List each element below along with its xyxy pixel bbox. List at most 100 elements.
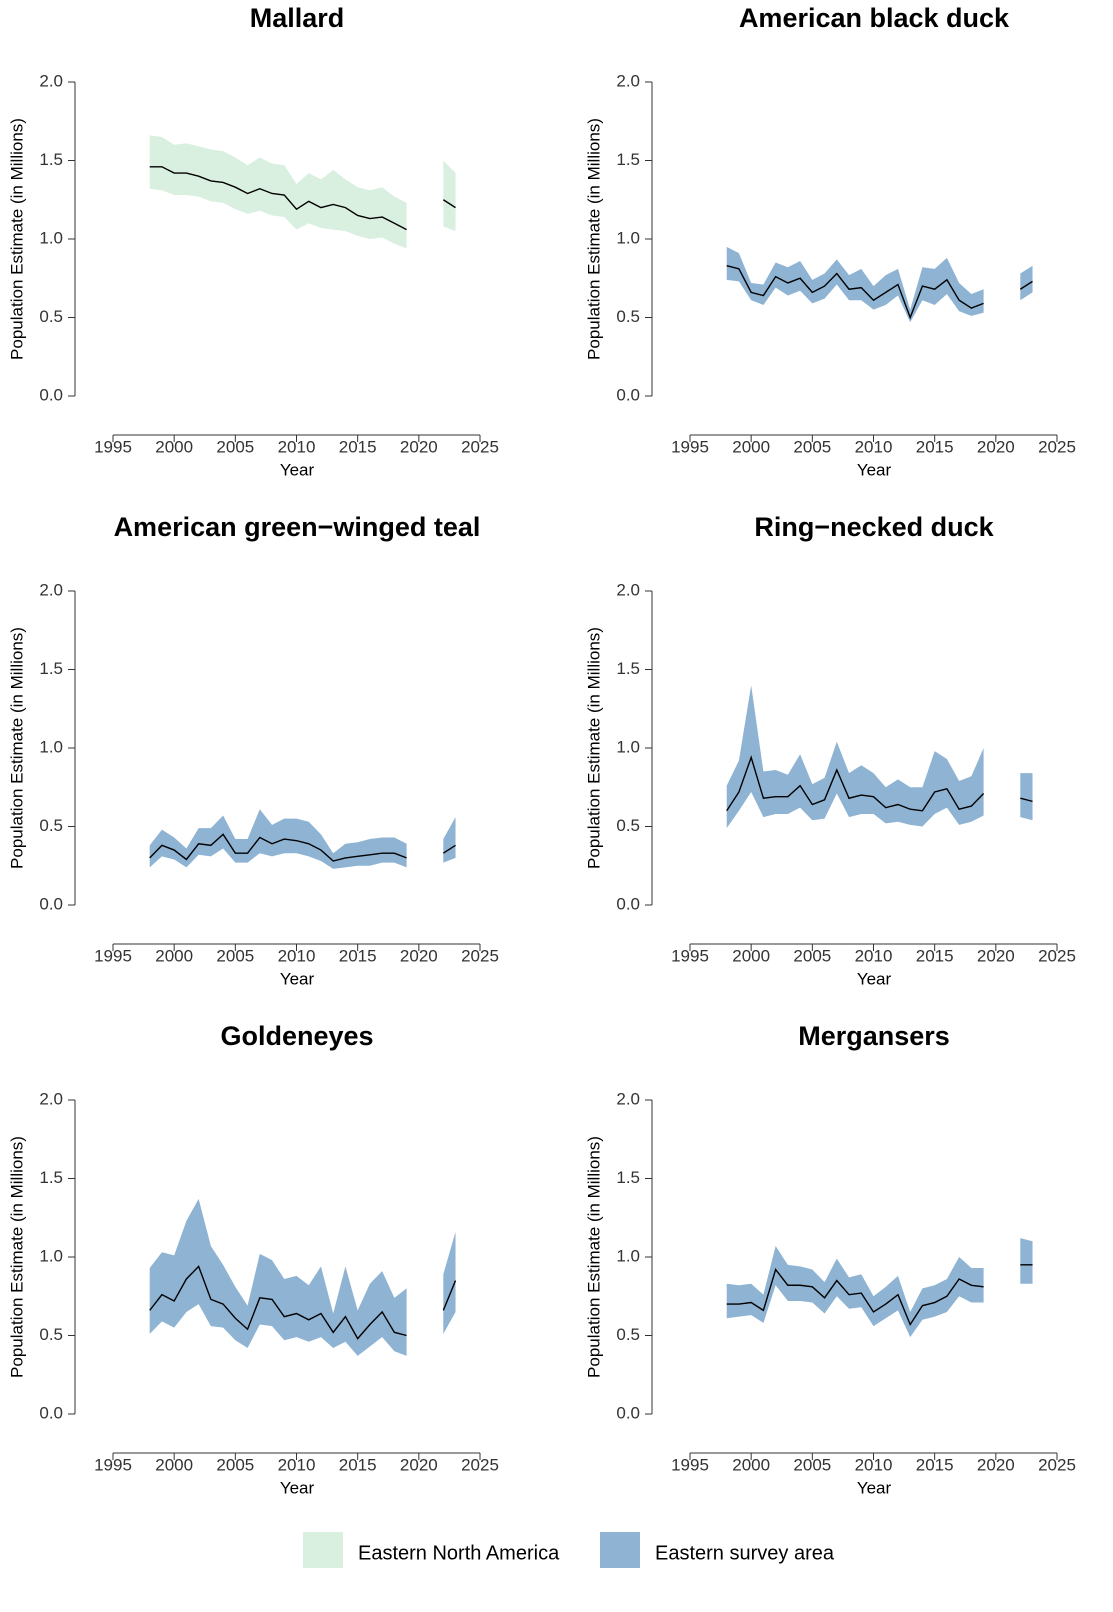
x-tick-label: 2025 xyxy=(461,437,499,456)
panel-title: Mallard xyxy=(250,3,345,33)
y-tick-label: 1.5 xyxy=(39,150,63,169)
x-tick-label: 2005 xyxy=(216,1455,254,1474)
x-tick-label: 2020 xyxy=(400,437,438,456)
estimate-line xyxy=(149,833,456,862)
y-tick-label: 1.5 xyxy=(616,659,640,678)
x-tick-label: 2010 xyxy=(278,1455,316,1474)
x-tick-label: 2020 xyxy=(977,946,1015,965)
legend-swatch xyxy=(600,1532,640,1568)
estimate-line xyxy=(726,1264,1033,1327)
x-tick-label: 2000 xyxy=(155,1455,193,1474)
x-tick-label: 2000 xyxy=(155,437,193,456)
confidence-band xyxy=(149,135,456,249)
x-tick-label: 2025 xyxy=(1038,437,1076,456)
x-axis-label: Year xyxy=(857,969,892,988)
y-axis-label: Population Estimate (in Millions) xyxy=(7,627,26,869)
x-tick-label: 2005 xyxy=(793,946,831,965)
y-axis-label: Population Estimate (in Millions) xyxy=(584,118,603,360)
x-tick-label: 2005 xyxy=(793,1455,831,1474)
confidence-band xyxy=(149,809,456,869)
confidence-band xyxy=(726,685,1033,829)
y-tick-label: 2.0 xyxy=(616,580,640,599)
y-tick-label: 2.0 xyxy=(616,1089,640,1108)
x-axis-label: Year xyxy=(280,1478,315,1497)
estimate-line xyxy=(149,1265,457,1340)
x-tick-label: 2010 xyxy=(278,437,316,456)
x-axis-label: Year xyxy=(857,460,892,479)
confidence-band xyxy=(726,1238,1033,1338)
x-tick-label: 2000 xyxy=(155,946,193,965)
estimate-line xyxy=(726,265,1033,320)
x-tick-label: 2025 xyxy=(1038,946,1076,965)
y-tick-label: 0.5 xyxy=(616,1325,640,1344)
x-tick-label: 2005 xyxy=(793,437,831,456)
y-tick-label: 0.0 xyxy=(616,894,640,913)
x-tick-label: 2020 xyxy=(977,1455,1015,1474)
x-axis-label: Year xyxy=(280,460,315,479)
y-tick-label: 0.5 xyxy=(39,816,63,835)
legend-swatch xyxy=(303,1532,343,1568)
x-tick-label: 2020 xyxy=(400,1455,438,1474)
y-tick-label: 2.0 xyxy=(39,580,63,599)
x-tick-label: 2010 xyxy=(278,946,316,965)
x-axis-label: Year xyxy=(280,969,315,988)
y-axis-label: Population Estimate (in Millions) xyxy=(584,1136,603,1378)
y-tick-label: 1.0 xyxy=(39,737,63,756)
x-tick-label: 2015 xyxy=(916,1455,954,1474)
y-tick-label: 1.0 xyxy=(39,1246,63,1265)
x-tick-label: 2000 xyxy=(732,1455,770,1474)
x-axis-label: Year xyxy=(857,1478,892,1497)
legend-label: Eastern survey area xyxy=(655,1542,835,1564)
x-tick-label: 2020 xyxy=(400,946,438,965)
confidence-band xyxy=(149,1198,456,1356)
panel-title: American green−winged teal xyxy=(114,512,481,542)
y-tick-label: 1.0 xyxy=(616,228,640,247)
y-tick-label: 2.0 xyxy=(616,71,640,90)
x-tick-label: 1995 xyxy=(671,1455,709,1474)
y-tick-label: 1.0 xyxy=(616,737,640,756)
y-tick-label: 0.0 xyxy=(39,385,63,404)
y-tick-label: 1.5 xyxy=(616,1168,640,1187)
x-tick-label: 2010 xyxy=(855,946,893,965)
panel-title: Mergansers xyxy=(798,1021,950,1051)
y-axis-label: Population Estimate (in Millions) xyxy=(584,627,603,869)
y-tick-label: 0.0 xyxy=(616,385,640,404)
panel-title: Goldeneyes xyxy=(220,1021,373,1051)
x-tick-label: 2000 xyxy=(732,946,770,965)
y-tick-label: 1.5 xyxy=(616,150,640,169)
x-tick-label: 2010 xyxy=(855,1455,893,1474)
panel-title: Ring−necked duck xyxy=(754,512,994,542)
panel-title: American black duck xyxy=(739,3,1010,33)
y-tick-label: 0.5 xyxy=(39,1325,63,1344)
y-tick-label: 1.0 xyxy=(39,228,63,247)
x-tick-label: 2005 xyxy=(216,437,254,456)
y-tick-label: 0.5 xyxy=(39,307,63,326)
x-tick-label: 2025 xyxy=(1038,1455,1076,1474)
confidence-band xyxy=(726,246,1033,323)
x-tick-label: 2015 xyxy=(339,1455,377,1474)
y-tick-label: 0.0 xyxy=(616,1403,640,1422)
y-tick-label: 1.5 xyxy=(39,1168,63,1187)
x-tick-label: 1995 xyxy=(671,946,709,965)
y-tick-label: 1.0 xyxy=(616,1246,640,1265)
y-tick-label: 2.0 xyxy=(39,1089,63,1108)
x-tick-label: 1995 xyxy=(671,437,709,456)
x-tick-label: 1995 xyxy=(94,1455,132,1474)
x-tick-label: 2000 xyxy=(732,437,770,456)
y-axis-label: Population Estimate (in Millions) xyxy=(7,1136,26,1378)
y-tick-label: 2.0 xyxy=(39,71,63,90)
x-tick-label: 2005 xyxy=(216,946,254,965)
x-tick-label: 2010 xyxy=(855,437,893,456)
estimate-line xyxy=(726,755,1033,812)
y-tick-label: 0.0 xyxy=(39,894,63,913)
x-tick-label: 2025 xyxy=(461,1455,499,1474)
x-tick-label: 2015 xyxy=(916,437,954,456)
y-tick-label: 0.0 xyxy=(39,1403,63,1422)
x-tick-label: 1995 xyxy=(94,946,132,965)
x-tick-label: 2015 xyxy=(339,946,377,965)
x-tick-label: 2020 xyxy=(977,437,1015,456)
y-tick-label: 0.5 xyxy=(616,307,640,326)
x-tick-label: 1995 xyxy=(94,437,132,456)
x-tick-label: 2015 xyxy=(916,946,954,965)
